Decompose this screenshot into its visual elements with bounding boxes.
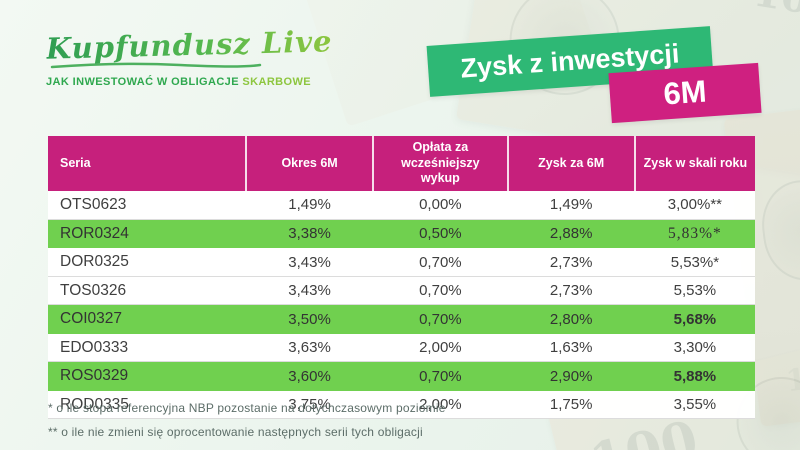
value-cell: 3,00%** [634, 190, 755, 220]
value-cell: 2,90% [507, 361, 635, 391]
value-cell: 0,70% [373, 247, 508, 277]
value-cell: 0,70% [373, 304, 508, 334]
banknote-denomination: 100 [750, 0, 800, 28]
series-cell: COI0327 [48, 304, 246, 334]
series-cell: TOS0326 [48, 276, 246, 306]
column-header-seria: Seria [48, 136, 247, 191]
value-cell: 0,00% [373, 190, 508, 220]
table-row: COI0327 3,50% 0,70% 2,80% 5,68% [48, 304, 755, 334]
column-header-okres: Okres 6M [245, 136, 375, 191]
value-cell: 1,49% [507, 190, 635, 220]
value-cell: 5,53% [634, 276, 755, 306]
value-cell: 0,70% [373, 276, 508, 306]
column-header-zysk-roczny: Zysk w skali roku [634, 136, 755, 191]
value-cell: 1,63% [507, 333, 635, 363]
series-cell: ROR0324 [48, 219, 246, 249]
value-cell: 3,38% [245, 219, 374, 249]
value-cell: 0,50% [373, 219, 508, 249]
brand-logo: Kupfundusz Live [45, 24, 333, 66]
value-cell: 2,73% [507, 276, 635, 306]
value-cell: 2,73% [507, 247, 635, 277]
brand-tagline: JAK INWESTOWAĆ W OBLIGACJE SKARBOWE [46, 76, 333, 88]
footnotes: * o ile stopa referencyjna NBP pozostani… [48, 401, 446, 449]
logo-underline-swoosh [50, 62, 262, 69]
value-cell: 5,88% [634, 361, 755, 391]
value-cell: 3,43% [245, 247, 374, 277]
value-cell: 1,49% [245, 190, 374, 220]
series-cell: ROS0329 [48, 361, 246, 391]
table-row: EDO0333 3,63% 2,00% 1,63% 3,30% [48, 333, 755, 363]
value-cell: 3,63% [245, 333, 374, 363]
value-cell: 2,00% [373, 390, 508, 420]
value-cell: 3,75% [245, 390, 374, 420]
value-cell: 3,43% [245, 276, 374, 306]
table-header: Seria Okres 6M Opłata za wcześniejszy wy… [48, 136, 755, 191]
column-header-oplata: Opłata za wcześniejszy wykup [373, 136, 509, 191]
series-cell: EDO0333 [48, 333, 246, 363]
value-cell: 0,70% [373, 361, 508, 391]
banknote-medallion [756, 175, 800, 285]
value-cell: 3,30% [634, 333, 755, 363]
table-row: ROD0335 3,75% 2,00% 1,75% 3,55% [48, 390, 755, 420]
footnote-1: * o ile stopa referencyjna NBP pozostani… [48, 401, 446, 415]
column-header-zysk-6m: Zysk za 6M [507, 136, 636, 191]
series-cell: DOR0325 [48, 247, 246, 277]
value-cell: 5,53%* [634, 247, 755, 277]
table-row: OTS0623 1,49% 0,00% 1,49% 3,00%** [48, 190, 755, 220]
series-cell: ROD0335 [48, 390, 246, 420]
value-cell: 3,55% [634, 390, 755, 420]
brand-block: Kupfundusz Live JAK INWESTOWAĆ W OBLIGAC… [46, 24, 333, 88]
table-row: ROS0329 3,60% 0,70% 2,90% 5,88% [48, 361, 755, 391]
value-cell: 2,00% [373, 333, 508, 363]
footnote-2: ** o ile nie zmieni się oprocentowanie n… [48, 425, 423, 439]
value-cell: 5,68% [634, 304, 755, 334]
table-row: ROR0324 3,38% 0,50% 2,88% 5,83%* [48, 219, 755, 249]
table-row: TOS0326 3,43% 0,70% 2,73% 5,53% [48, 276, 755, 306]
tagline-primary: JAK INWESTOWAĆ W OBLIGACJE [46, 76, 239, 88]
value-cell: 2,88% [507, 219, 635, 249]
series-cell: OTS0623 [48, 190, 246, 220]
table-row: DOR0325 3,43% 0,70% 2,73% 5,53%* [48, 247, 755, 277]
value-cell: 3,60% [245, 361, 374, 391]
value-cell: 2,80% [507, 304, 635, 334]
period-banner: 6M [608, 62, 762, 124]
value-cell: 1,75% [507, 390, 635, 420]
value-cell: 5,83%* [634, 219, 755, 249]
value-cell: 3,50% [245, 304, 374, 334]
tagline-secondary: SKARBOWE [242, 76, 311, 88]
bonds-table: Seria Okres 6M Opłata za wcześniejszy wy… [48, 136, 755, 420]
